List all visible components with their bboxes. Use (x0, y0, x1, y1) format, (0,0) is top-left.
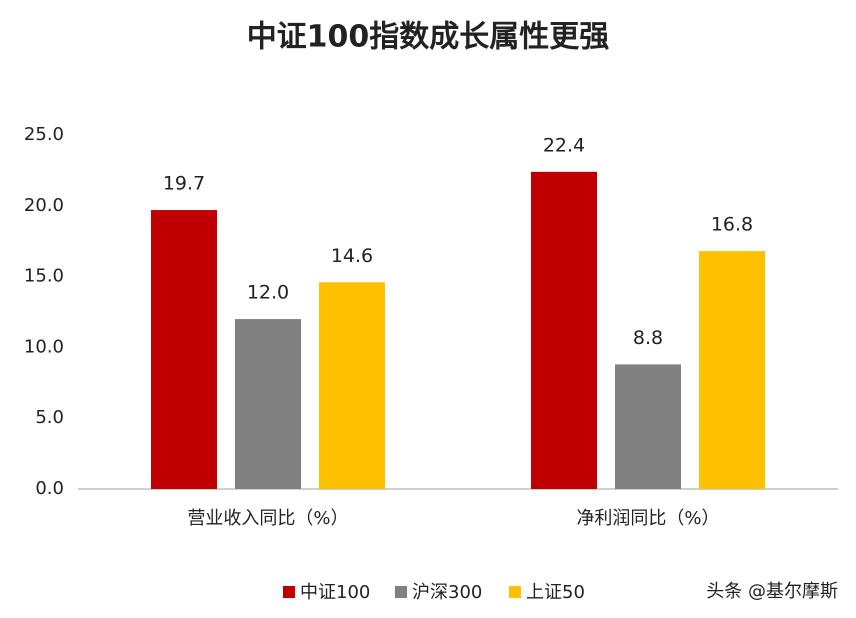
watermark: 头条 @基尔摩斯 (706, 581, 838, 602)
value-label: 16.8 (711, 214, 753, 236)
bar (235, 319, 301, 489)
value-label: 8.8 (633, 327, 663, 349)
y-tick-label: 5.0 (35, 407, 64, 428)
y-tick-label: 10.0 (24, 336, 64, 357)
value-label: 22.4 (543, 134, 585, 156)
legend-swatch (509, 586, 521, 598)
y-tick-label: 0.0 (35, 478, 64, 499)
value-label: 19.7 (163, 173, 205, 195)
value-label: 14.6 (331, 245, 373, 267)
chart-title: 中证100指数成长属性更强 (247, 20, 610, 55)
y-tick-label: 15.0 (24, 266, 64, 287)
x-tick-label: 净利润同比（%） (576, 508, 719, 529)
legend-swatch (283, 586, 295, 598)
legend-swatch (395, 586, 407, 598)
x-tick-label: 营业收入同比（%） (187, 508, 348, 529)
legend-label: 沪深300 (412, 582, 482, 603)
bar (615, 364, 681, 489)
bar (319, 282, 385, 489)
legend-label: 中证100 (300, 582, 370, 603)
value-label: 12.0 (247, 282, 289, 304)
bar (699, 251, 765, 489)
legend-label: 上证50 (526, 582, 585, 603)
bar (531, 171, 597, 490)
y-tick-label: 25.0 (24, 124, 64, 145)
bar (151, 210, 217, 489)
y-tick-label: 20.0 (24, 195, 64, 216)
